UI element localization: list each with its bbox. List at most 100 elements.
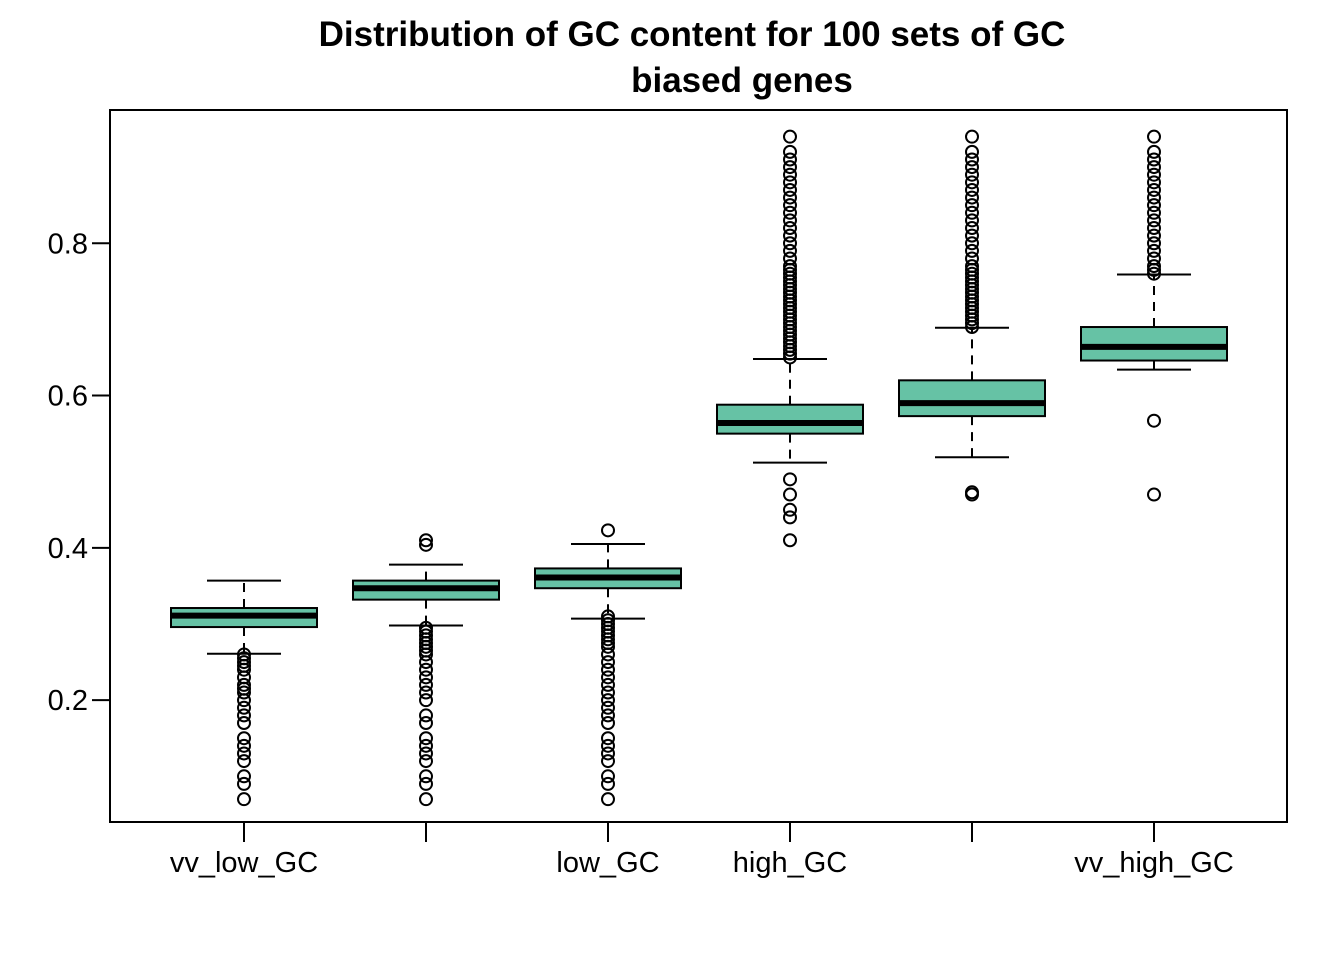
outlier-point <box>783 167 797 182</box>
outlier-point <box>783 198 797 213</box>
outlier-point <box>237 731 251 746</box>
outlier-point <box>601 523 615 538</box>
outlier-point <box>783 487 797 502</box>
outlier-point <box>601 670 615 685</box>
outlier-point <box>419 746 433 761</box>
outlier-point <box>601 746 615 761</box>
outlier-point <box>1147 213 1161 228</box>
outlier-point <box>237 700 251 715</box>
outlier-point <box>237 677 251 692</box>
outlier-point <box>1147 190 1161 205</box>
outlier-point <box>237 754 251 769</box>
outlier-point <box>783 205 797 220</box>
y-tick-label: 0.2 <box>48 685 88 717</box>
outlier-point <box>783 175 797 190</box>
outlier-point <box>1147 160 1161 175</box>
outlier-point <box>237 655 251 670</box>
outlier-point <box>419 693 433 708</box>
outlier-point <box>965 251 979 266</box>
outlier-point <box>1147 243 1161 258</box>
outlier-point <box>419 731 433 746</box>
outlier-point <box>1147 175 1161 190</box>
outlier-point <box>965 129 979 144</box>
outlier-point <box>237 792 251 807</box>
outlier-point <box>965 266 979 281</box>
outlier-point <box>965 160 979 175</box>
x-tick-label: high_GC <box>733 847 847 879</box>
outlier-point <box>601 613 615 628</box>
x-tick-label: low_GC <box>556 847 659 879</box>
outlier-point <box>783 533 797 548</box>
outlier-point <box>419 537 433 552</box>
outlier-point <box>237 708 251 723</box>
outlier-point <box>601 693 615 708</box>
outlier-point <box>237 685 251 700</box>
outlier-point <box>419 754 433 769</box>
chart-title-line-1: Distribution of GC content for 100 sets … <box>319 15 1066 54</box>
outlier-point <box>783 182 797 197</box>
outlier-point <box>783 251 797 266</box>
outlier-point <box>965 167 979 182</box>
outlier-point <box>965 236 979 251</box>
outlier-point <box>237 776 251 791</box>
outlier-point <box>783 510 797 525</box>
outlier-point <box>419 738 433 753</box>
outlier-point <box>419 708 433 723</box>
outlier-point <box>783 502 797 517</box>
outlier-point <box>1147 221 1161 236</box>
outlier-point <box>601 617 615 632</box>
outlier-point <box>965 198 979 213</box>
outlier-point <box>783 152 797 167</box>
outlier-point <box>1147 228 1161 243</box>
outlier-point <box>783 221 797 236</box>
outlier-point <box>419 792 433 807</box>
outlier-point <box>965 259 979 274</box>
outlier-point <box>1147 198 1161 213</box>
box <box>716 403 864 435</box>
outlier-point <box>965 485 979 500</box>
outlier-point <box>1147 167 1161 182</box>
outlier-point <box>601 731 615 746</box>
outlier-point <box>237 647 251 662</box>
outlier-point <box>965 190 979 205</box>
outlier-point <box>783 228 797 243</box>
outlier-point <box>419 677 433 692</box>
y-tick-label: 0.8 <box>48 228 88 260</box>
outlier-point <box>965 243 979 258</box>
outlier-point <box>965 175 979 190</box>
box <box>898 379 1046 418</box>
outlier-point <box>783 259 797 274</box>
outlier-point <box>601 708 615 723</box>
outlier-point <box>237 738 251 753</box>
outlier-point <box>419 628 433 643</box>
plot-frame <box>109 109 1288 823</box>
outlier-point <box>601 685 615 700</box>
outlier-point <box>1147 152 1161 167</box>
outlier-point <box>1147 266 1161 281</box>
outlier-point <box>237 651 251 666</box>
outlier-point <box>1147 236 1161 251</box>
y-tick-label: 0.6 <box>48 381 88 413</box>
y-tick-label: 0.4 <box>48 533 88 565</box>
outlier-point <box>783 129 797 144</box>
outlier-point <box>965 152 979 167</box>
outlier-point <box>783 266 797 281</box>
outlier-point <box>965 205 979 220</box>
outlier-point <box>965 213 979 228</box>
outlier-point <box>237 769 251 784</box>
outlier-point <box>783 236 797 251</box>
outlier-point <box>601 662 615 677</box>
outlier-point <box>419 685 433 700</box>
outlier-point <box>1147 487 1161 502</box>
outlier-point <box>1147 251 1161 266</box>
outlier-point <box>419 776 433 791</box>
outlier-point <box>601 655 615 670</box>
outlier-point <box>601 738 615 753</box>
outlier-point <box>419 670 433 685</box>
outlier-point <box>1147 205 1161 220</box>
outlier-point <box>783 190 797 205</box>
outlier-point <box>419 769 433 784</box>
outlier-point <box>237 746 251 761</box>
outlier-point <box>601 609 615 624</box>
